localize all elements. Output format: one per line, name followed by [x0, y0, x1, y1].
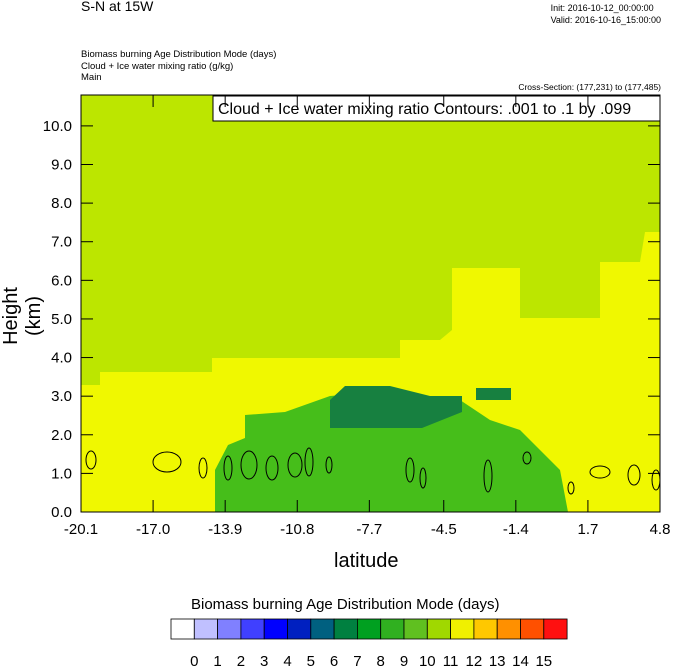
- field-line-3: Main: [81, 72, 102, 83]
- y-tick-label: 9.0: [51, 157, 72, 174]
- contour-legend-text: Cloud + Ice water mixing ratio Contours:…: [218, 101, 631, 118]
- colorbar-swatch: [356, 618, 382, 640]
- x-tick-label: -17.0: [136, 521, 170, 538]
- y-tick-label: 1.0: [51, 465, 72, 482]
- colorbar-swatch: [496, 618, 521, 640]
- colorbar-swatch: [473, 618, 498, 640]
- colorbar-label: 5: [307, 653, 315, 668]
- region-age-7: [330, 386, 462, 428]
- colorbar-label: 8: [377, 653, 385, 668]
- region-age-9: [215, 392, 568, 512]
- plot-title: S-N at 15W: [81, 0, 154, 14]
- cross-section-label: Cross-Section: (177,231) to (177,485): [518, 82, 661, 92]
- colorbar-swatch: [543, 618, 568, 640]
- colorbar-title: Biomass burning Age Distribution Mode (d…: [191, 596, 500, 613]
- colorbar-swatch: [193, 618, 219, 640]
- field-line-1: Biomass burning Age Distribution Mode (d…: [81, 49, 277, 60]
- colorbar-swatch: [333, 618, 358, 640]
- colorbar-swatch: [263, 618, 288, 640]
- region-age-7-spot: [476, 388, 511, 400]
- colorbar-swatch: [170, 618, 195, 640]
- colorbar-label: 6: [330, 653, 338, 668]
- x-tick-label: 4.8: [650, 521, 671, 538]
- x-tick-label: -4.5: [431, 521, 457, 538]
- colorbar-label: 13: [489, 653, 506, 668]
- colorbar-label: 14: [512, 653, 529, 668]
- colorbar-swatch: [426, 618, 451, 640]
- init-time: Init: 2016-10-12_00:00:00: [550, 3, 654, 13]
- y-tick-label: 7.0: [51, 234, 72, 251]
- colorbar-swatch: [287, 618, 312, 640]
- x-tick-label: 1.7: [577, 521, 598, 538]
- field-line-2: Cloud + Ice water mixing ratio (g/kg): [81, 60, 234, 72]
- y-tick-label: 5.0: [51, 311, 72, 328]
- colorbar-label: 12: [466, 653, 483, 668]
- colorbar-swatch: [240, 618, 265, 640]
- y-axis-label: Height (km): [0, 287, 45, 345]
- colorbar-swatch: [520, 618, 545, 640]
- y-tick-label: 3.0: [51, 388, 72, 405]
- colorbar-label: 1: [213, 653, 221, 668]
- colorbar-swatch: [403, 618, 428, 640]
- contour-legend-box: [212, 95, 661, 122]
- colorbar-label: 11: [443, 653, 459, 668]
- y-tick-label: 0.0: [51, 504, 72, 521]
- colorbar-swatch: [217, 618, 242, 640]
- y-tick-label: 6.0: [51, 272, 72, 289]
- x-tick-label: -7.7: [356, 521, 382, 538]
- plot-area: Cloud + Ice water mixing ratio Contours:…: [80, 94, 661, 513]
- y-tick-label: 4.0: [51, 350, 72, 367]
- x-axis-label: latitude: [334, 550, 399, 572]
- colorbar-label: 4: [283, 653, 291, 668]
- x-tick-label: -10.8: [280, 521, 314, 538]
- colorbar-label: 3: [260, 653, 268, 668]
- colorbar-label: 10: [419, 653, 436, 668]
- colorbar: [170, 618, 568, 640]
- y-axis: 0.0 1.0 2.0 3.0 4.0 5.0 6.0 7.0 8.0 9.0 10.0: [43, 118, 660, 521]
- colorbar-swatch: [310, 618, 335, 640]
- x-axis: -20.1 -17.0 -13.9 -10.8 -7.7 -4.5 -1.4 1.7 4.8: [64, 95, 671, 538]
- colorbar-label: 7: [353, 653, 361, 668]
- cloud-contours: [85, 447, 661, 495]
- x-tick-label: -1.4: [503, 521, 529, 538]
- colorbar-label: 0: [190, 653, 198, 668]
- y-tick-label: 8.0: [51, 195, 72, 212]
- y-tick-label: 10.0: [43, 118, 72, 135]
- y-tick-label: 2.0: [51, 427, 72, 444]
- colorbar-label: 2: [237, 653, 245, 668]
- colorbar-label: 15: [535, 653, 552, 668]
- x-tick-label: -20.1: [64, 521, 98, 538]
- colorbar-swatch: [380, 618, 405, 640]
- colorbar-labels: 0 1 2 3 4 5 6 7 8 9 10 11 12 13 14 15: [190, 653, 552, 668]
- timestamp-block: Init: 2016-10-12_00:00:00 Valid: 2016-10…: [551, 2, 661, 26]
- colorbar-swatch: [450, 618, 475, 640]
- valid-time: Valid: 2016-10-16_15:00:00: [550, 15, 661, 25]
- x-tick-label: -13.9: [208, 521, 242, 538]
- colorbar-label: 9: [400, 653, 408, 668]
- field-descriptions: Biomass burning Age Distribution Mode (d…: [81, 49, 276, 84]
